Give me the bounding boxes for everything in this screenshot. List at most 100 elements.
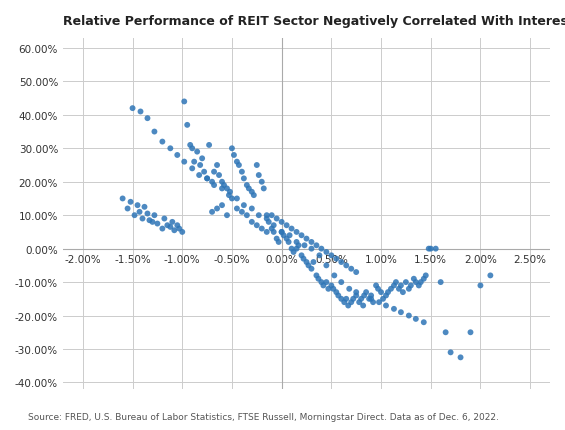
Point	[285, 232, 294, 239]
Point	[292, 229, 301, 236]
Point	[150, 129, 159, 136]
Point	[123, 206, 132, 212]
Point	[247, 206, 257, 212]
Point	[386, 286, 396, 292]
Point	[264, 219, 273, 226]
Point	[345, 286, 354, 292]
Point	[292, 246, 301, 252]
Point	[379, 296, 388, 303]
Point	[223, 186, 232, 193]
Point	[351, 292, 360, 299]
Point	[284, 239, 293, 246]
Point	[436, 279, 445, 286]
Point	[133, 202, 142, 209]
Point	[355, 299, 364, 306]
Point	[347, 299, 356, 306]
Point	[237, 169, 246, 176]
Point	[315, 252, 324, 259]
Point	[357, 296, 366, 303]
Point	[441, 329, 450, 336]
Point	[317, 279, 326, 286]
Point	[272, 215, 281, 222]
Point	[282, 236, 291, 243]
Point	[319, 283, 328, 289]
Point	[130, 212, 139, 219]
Point	[228, 145, 237, 152]
Point	[215, 172, 224, 179]
Point	[431, 246, 440, 252]
Point	[411, 279, 420, 286]
Point	[272, 236, 281, 243]
Point	[426, 246, 435, 252]
Point	[180, 159, 189, 166]
Point	[392, 279, 401, 286]
Point	[384, 289, 393, 296]
Point	[287, 246, 296, 252]
Point	[332, 255, 341, 262]
Point	[312, 242, 321, 249]
Point	[337, 259, 346, 266]
Point	[309, 259, 318, 266]
Point	[190, 159, 199, 166]
Point	[419, 276, 428, 283]
Point	[203, 175, 212, 182]
Point	[282, 222, 291, 229]
Point	[362, 289, 371, 296]
Point	[359, 302, 368, 309]
Point	[128, 105, 137, 112]
Point	[312, 272, 321, 279]
Point	[389, 306, 398, 313]
Point	[237, 209, 246, 216]
Point	[330, 272, 339, 279]
Point	[234, 162, 244, 169]
Text: Source: FRED, U.S. Bureau of Labor Statistics, FTSE Russell, Morningstar Direct.: Source: FRED, U.S. Bureau of Labor Stati…	[28, 412, 499, 421]
Point	[304, 262, 313, 269]
Point	[405, 286, 414, 292]
Point	[267, 212, 276, 219]
Point	[232, 196, 241, 203]
Point	[168, 219, 177, 226]
Point	[409, 276, 418, 283]
Point	[307, 246, 316, 252]
Point	[456, 354, 465, 361]
Point	[397, 283, 406, 289]
Point	[368, 299, 377, 306]
Point	[163, 222, 172, 229]
Point	[398, 289, 407, 296]
Point	[135, 209, 144, 216]
Point	[170, 227, 179, 234]
Point	[406, 283, 415, 289]
Point	[405, 312, 414, 319]
Point	[314, 276, 323, 283]
Point	[173, 222, 182, 229]
Point	[158, 226, 167, 233]
Point	[212, 162, 221, 169]
Point	[225, 189, 234, 196]
Point	[160, 215, 169, 222]
Point	[145, 217, 154, 224]
Point	[175, 226, 184, 233]
Point	[299, 255, 308, 262]
Point	[249, 192, 258, 199]
Point	[329, 286, 338, 292]
Point	[254, 212, 263, 219]
Point	[372, 283, 381, 289]
Point	[349, 296, 358, 303]
Point	[210, 169, 219, 176]
Point	[198, 156, 207, 163]
Point	[173, 152, 182, 159]
Point	[322, 279, 331, 286]
Point	[337, 296, 346, 303]
Point	[375, 299, 384, 306]
Point	[158, 139, 167, 146]
Point	[342, 262, 351, 269]
Point	[267, 226, 276, 233]
Point	[327, 283, 336, 289]
Point	[166, 145, 175, 152]
Point	[292, 239, 301, 246]
Point	[203, 175, 212, 182]
Point	[297, 252, 306, 259]
Point	[367, 292, 376, 299]
Text: Relative Performance of REIT Sector Negatively Correlated With Interest Rates: Relative Performance of REIT Sector Nega…	[63, 15, 565, 28]
Point	[466, 329, 475, 336]
